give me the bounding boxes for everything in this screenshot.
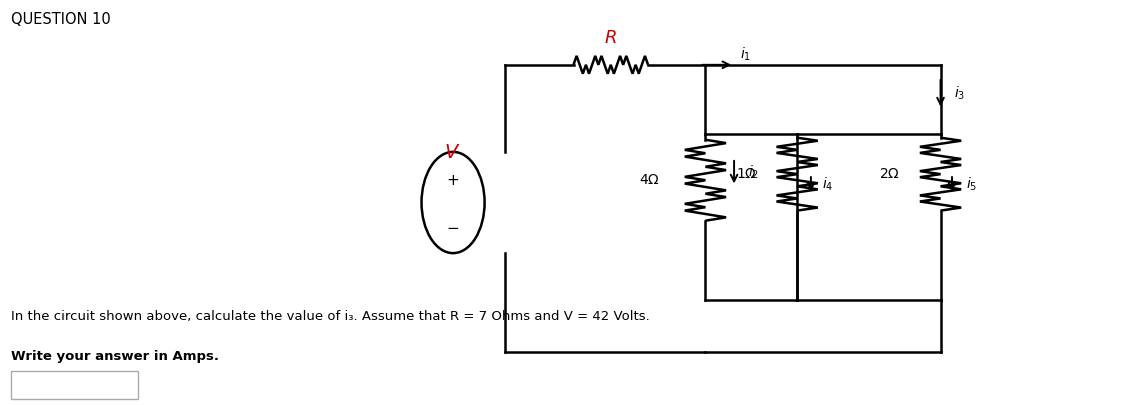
Text: QUESTION 10: QUESTION 10 bbox=[11, 12, 111, 27]
FancyBboxPatch shape bbox=[11, 371, 138, 399]
Text: $1\Omega$: $1\Omega$ bbox=[736, 167, 757, 181]
Text: $2\Omega$: $2\Omega$ bbox=[880, 167, 900, 181]
Text: +: + bbox=[446, 173, 460, 188]
Text: In the circuit shown above, calculate the value of i₃. Assume that R = 7 Ohms an: In the circuit shown above, calculate th… bbox=[11, 310, 650, 323]
Text: $i_4$: $i_4$ bbox=[822, 176, 834, 193]
Text: $4\Omega$: $4\Omega$ bbox=[639, 173, 660, 187]
Text: R: R bbox=[604, 29, 617, 47]
Text: $i_2$: $i_2$ bbox=[748, 164, 759, 181]
Text: $i_1$: $i_1$ bbox=[740, 45, 751, 63]
Text: −: − bbox=[446, 221, 460, 237]
Text: $i_5$: $i_5$ bbox=[966, 176, 977, 193]
Text: Write your answer in Amps.: Write your answer in Amps. bbox=[11, 350, 219, 363]
Text: V: V bbox=[444, 143, 458, 162]
Text: $i_3$: $i_3$ bbox=[954, 85, 966, 102]
